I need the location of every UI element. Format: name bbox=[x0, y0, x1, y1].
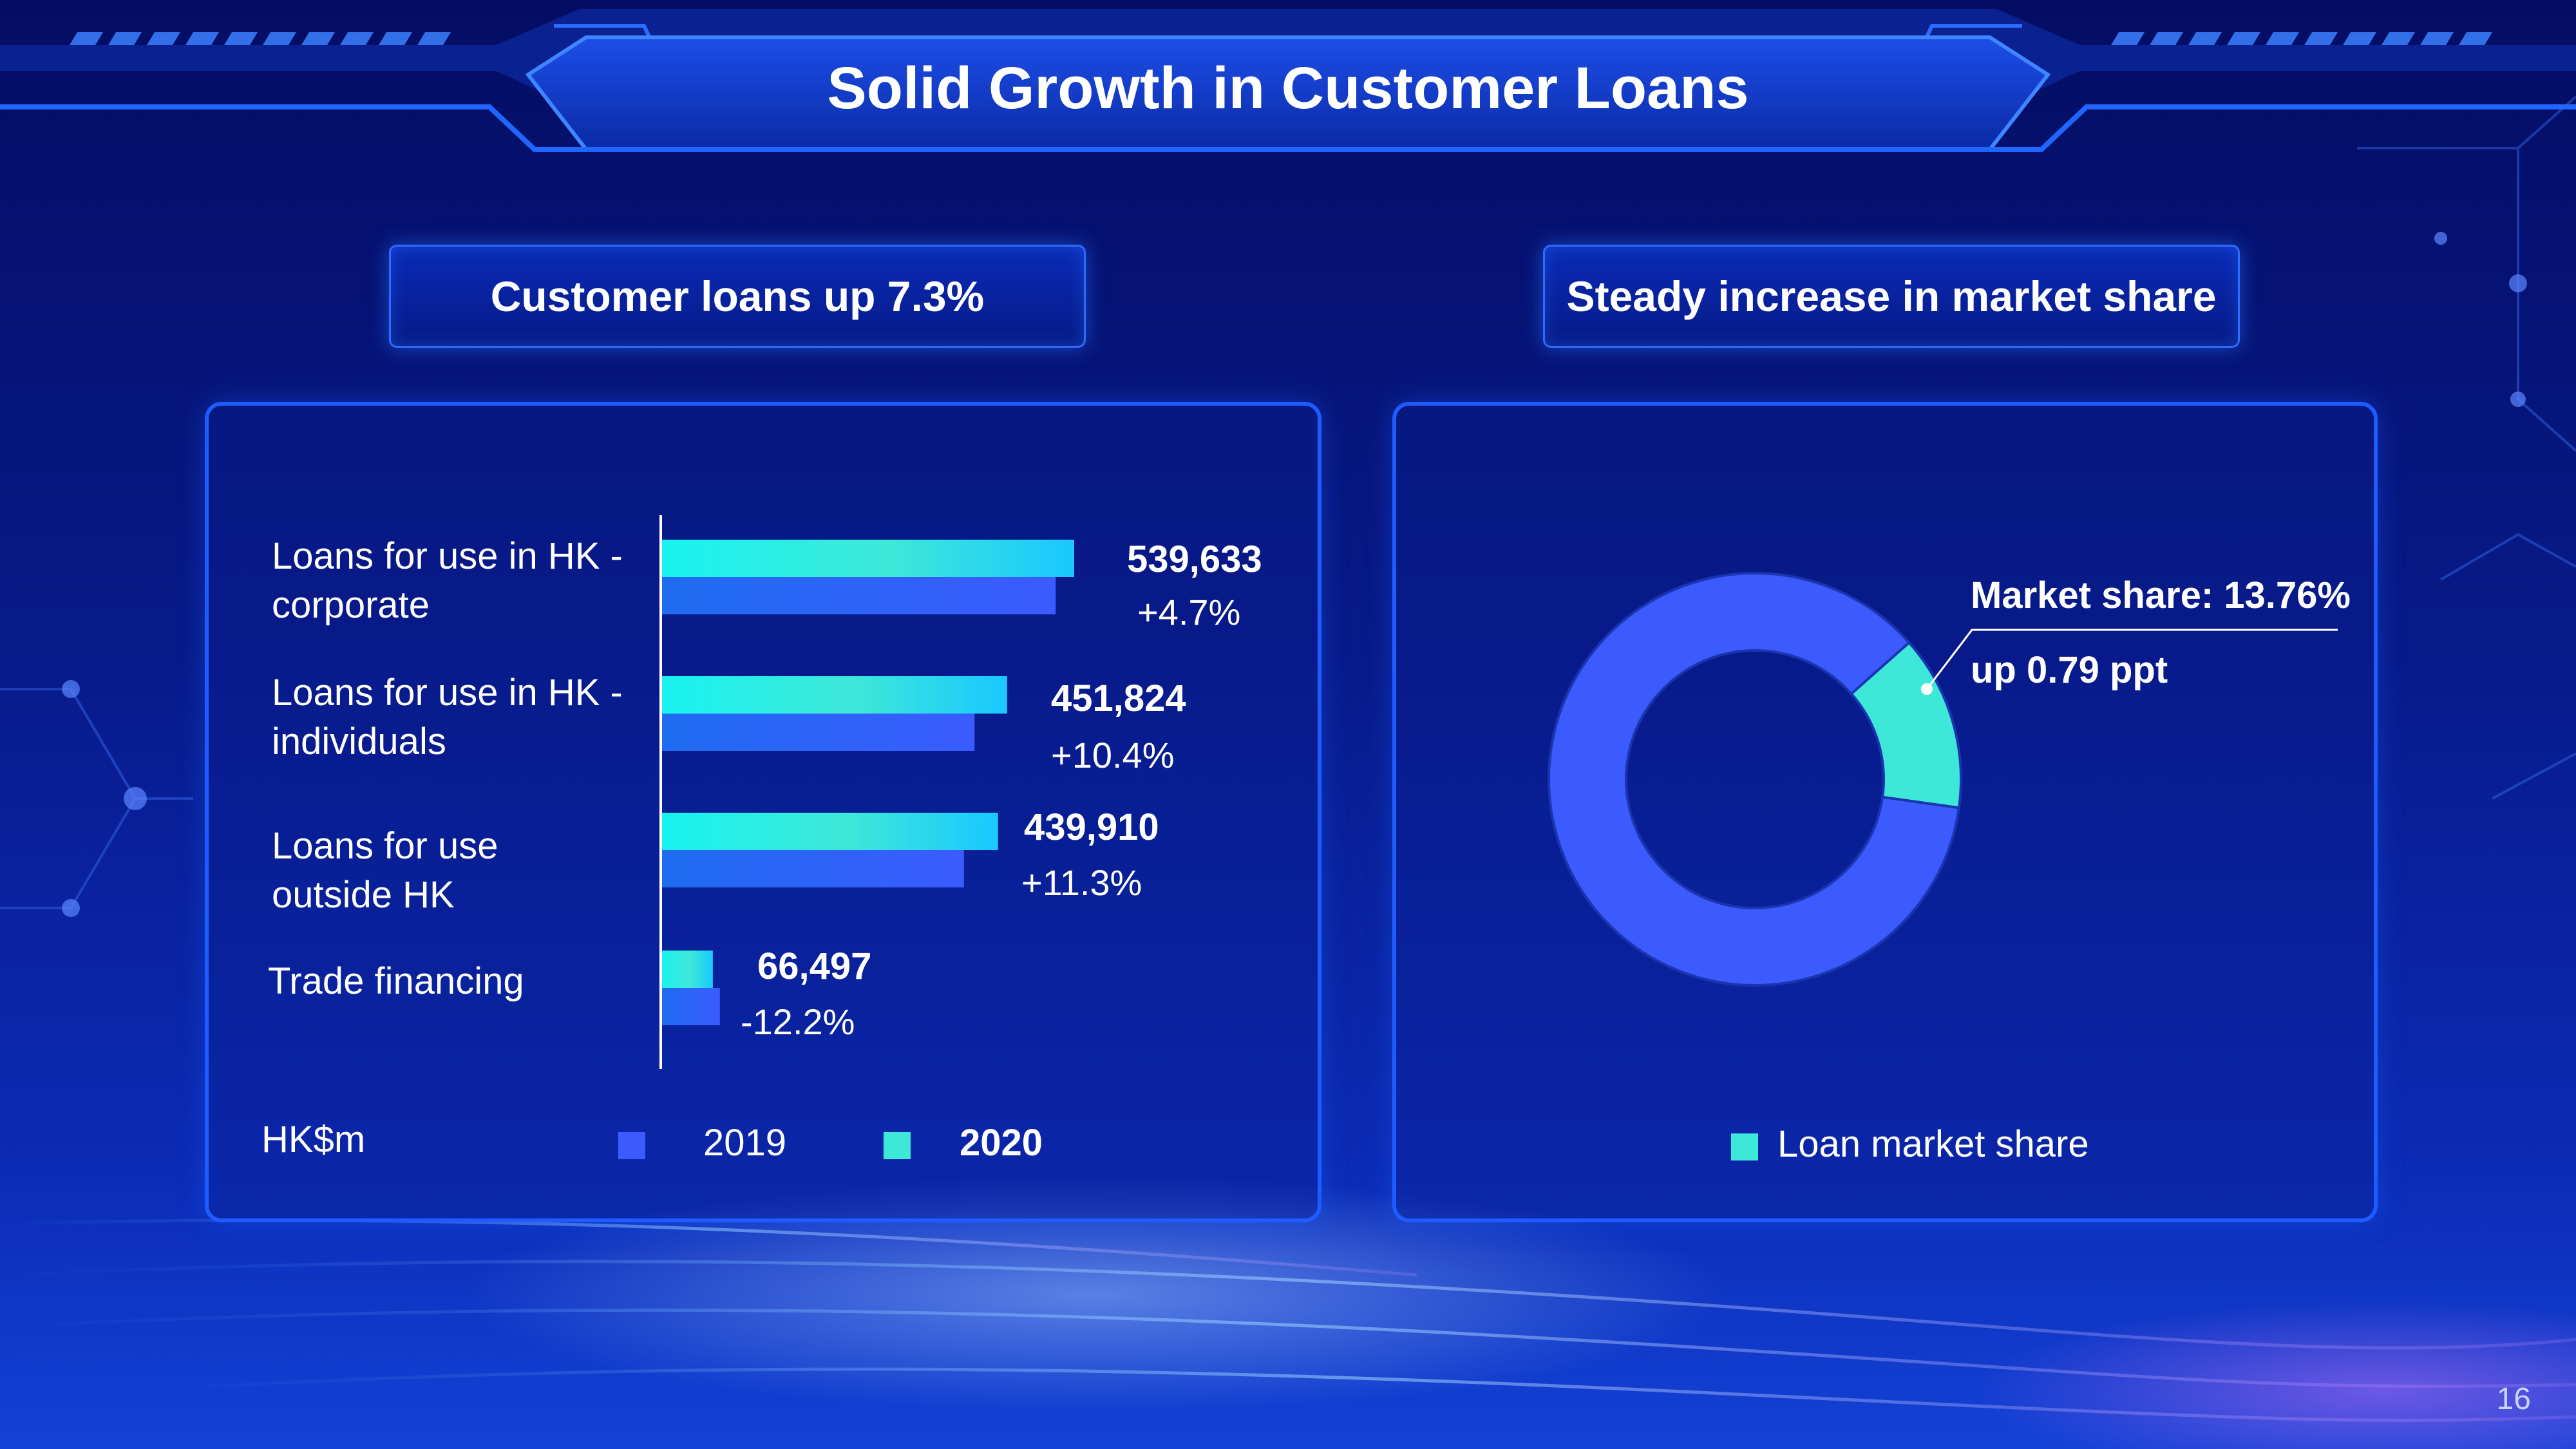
bar-2019 bbox=[662, 577, 1056, 614]
market-share-heading: Steady increase in market share bbox=[1543, 245, 2240, 348]
market-share-callout: Market share: 13.76% bbox=[1971, 574, 2351, 616]
page-title: Solid Growth in Customer Loans bbox=[827, 55, 1749, 121]
change-label: +11.3% bbox=[1021, 862, 1142, 903]
category-label-line: Loans for use in HK - bbox=[272, 535, 623, 577]
market-share-change-callout: up 0.79 ppt bbox=[1971, 649, 2168, 691]
market-share-panel: Market share: 13.76% up 0.79 ppt Loan ma… bbox=[1392, 402, 2378, 1222]
loans-bar-chart bbox=[659, 515, 1074, 1069]
legend-label-loan-market-share: Loan market share bbox=[1777, 1123, 2089, 1165]
bar-2019 bbox=[662, 714, 975, 751]
page-number: 16 bbox=[2496, 1382, 2531, 1416]
donut-slice-remainder bbox=[1548, 572, 1961, 987]
category-label-line: outside HK bbox=[272, 874, 455, 916]
category-label-line: individuals bbox=[272, 721, 446, 762]
bar-2020 bbox=[662, 951, 713, 988]
bar-2020 bbox=[662, 540, 1074, 577]
loans-chart-panel: Loans for use in HK - corporate Loans fo… bbox=[205, 402, 1321, 1222]
legend-label-2019: 2019 bbox=[703, 1122, 787, 1164]
value-label: 539,633 bbox=[1127, 538, 1262, 580]
bar-2019 bbox=[662, 988, 720, 1025]
legend-swatch-2020 bbox=[884, 1132, 911, 1159]
category-label: Loans for use in HK - individuals bbox=[272, 668, 623, 766]
category-label-line: corporate bbox=[272, 584, 430, 626]
callout-leader-line bbox=[1926, 629, 2338, 690]
category-label: Loans for use outside HK bbox=[272, 822, 498, 920]
category-label: Trade financing bbox=[268, 957, 524, 1006]
category-label-line: Loans for use in HK - bbox=[272, 672, 623, 714]
unit-label: HK$m bbox=[261, 1119, 366, 1160]
legend-swatch-2019 bbox=[618, 1132, 645, 1159]
value-label: 439,910 bbox=[1024, 806, 1159, 848]
category-label-line: Loans for use bbox=[272, 825, 498, 867]
category-label: Loans for use in HK - corporate bbox=[272, 532, 623, 630]
change-label: +10.4% bbox=[1051, 735, 1175, 775]
change-label: +4.7% bbox=[1137, 592, 1241, 632]
bar-2020 bbox=[662, 676, 1007, 714]
bar-2019 bbox=[662, 850, 964, 887]
legend-label-2020: 2020 bbox=[960, 1122, 1043, 1164]
value-label: 451,824 bbox=[1051, 677, 1186, 719]
market-share-donut-chart bbox=[1548, 572, 2338, 987]
customer-loans-heading: Customer loans up 7.3% bbox=[389, 245, 1086, 348]
value-label: 66,497 bbox=[757, 945, 872, 987]
change-label: -12.2% bbox=[741, 1001, 855, 1042]
legend-swatch-loan-market-share bbox=[1731, 1133, 1758, 1160]
category-label-line: Trade financing bbox=[268, 960, 524, 1002]
bar-2020 bbox=[662, 813, 998, 850]
